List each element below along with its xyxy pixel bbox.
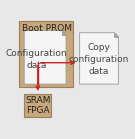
Text: Copy
configuration
data: Copy configuration data — [69, 43, 129, 76]
Text: Configuration
data: Configuration data — [5, 49, 67, 70]
Text: SRAM
FPGA: SRAM FPGA — [25, 96, 50, 115]
Text: Boot PROM: Boot PROM — [22, 24, 72, 33]
Polygon shape — [80, 33, 118, 84]
Polygon shape — [24, 31, 66, 84]
Polygon shape — [62, 31, 66, 35]
Polygon shape — [114, 33, 118, 37]
Bar — [24, 94, 51, 117]
Bar — [19, 21, 73, 87]
